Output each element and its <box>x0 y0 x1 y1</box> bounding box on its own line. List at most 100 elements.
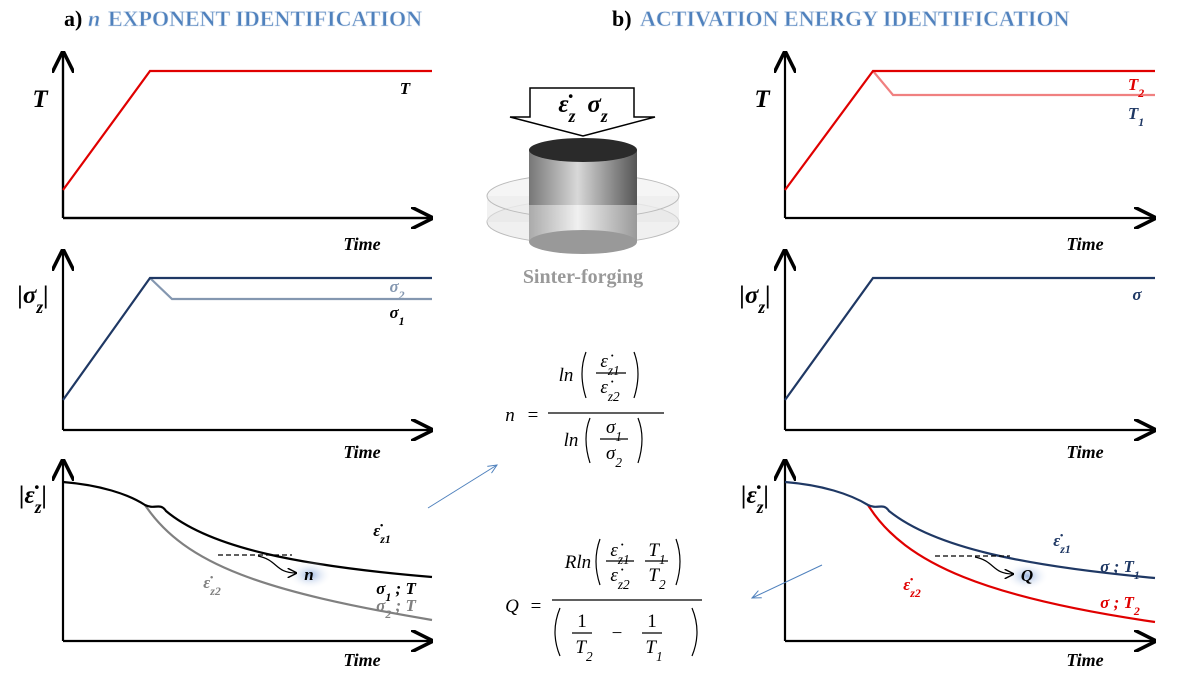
formula-shapes <box>548 351 702 657</box>
subscript: 2 <box>1133 604 1140 618</box>
text: Time <box>343 650 380 670</box>
text: n <box>304 565 313 584</box>
glow <box>288 561 332 589</box>
text: σ <box>587 91 602 118</box>
rate-curve-1 <box>784 480 1156 580</box>
text: σ <box>606 443 616 464</box>
text: = <box>531 596 542 617</box>
text: σ ; T <box>1100 593 1134 612</box>
label: |ε̇z| <box>19 482 47 517</box>
rate-curve-2 <box>867 504 1156 624</box>
subscript: 1 <box>399 314 405 328</box>
label: ln <box>564 430 579 451</box>
text: ε̇ <box>903 575 913 594</box>
label: σ1 <box>606 417 622 444</box>
subscript: 1 <box>659 552 666 567</box>
text: Time <box>1066 234 1103 254</box>
label: T1 <box>648 540 665 567</box>
label: |σz| <box>739 282 770 317</box>
label: n <box>505 405 515 426</box>
text: ; T <box>391 579 416 598</box>
label: 1 <box>577 611 587 632</box>
subscript: z2 <box>607 389 620 404</box>
text: a) <box>64 6 82 31</box>
label: ε̇z2 <box>600 377 620 404</box>
label: Q <box>505 596 519 617</box>
text: ln <box>564 430 579 451</box>
text: Time <box>343 234 380 254</box>
label: T2 <box>1128 75 1144 100</box>
label: Time <box>343 234 380 254</box>
label: σ1 ; T <box>376 579 416 604</box>
label: ε̇z1 <box>610 540 629 567</box>
label: Time <box>1066 650 1103 670</box>
text: 1 <box>577 611 587 632</box>
subscript: 1 <box>385 590 391 604</box>
text: |ε̇ <box>19 482 39 509</box>
label: σ2 ; T <box>376 596 416 621</box>
subscript: 1 <box>1138 115 1144 129</box>
text: n <box>505 405 515 426</box>
text: T <box>400 79 411 98</box>
sample <box>486 87 680 254</box>
subscript: z1 <box>379 532 391 546</box>
text: |ε̇ <box>741 482 761 509</box>
label: Time <box>1066 442 1103 462</box>
text: | <box>764 482 770 509</box>
label: a) <box>64 6 82 31</box>
label: Time <box>343 650 380 670</box>
link-arrow <box>427 465 497 509</box>
label: Time <box>343 442 380 462</box>
cylinder-top <box>529 138 637 162</box>
subscript: 2 <box>384 607 391 621</box>
label: ε̇z2 <box>203 573 221 598</box>
label: Q <box>1021 566 1033 585</box>
subscript: 2 <box>586 649 593 664</box>
text: T <box>645 637 657 658</box>
load-arrow <box>509 87 656 137</box>
text: σ <box>389 303 399 322</box>
text: T <box>32 86 49 113</box>
text: T <box>575 637 587 658</box>
label: T <box>754 86 771 113</box>
text: σ <box>1132 285 1142 304</box>
subscript: z2 <box>617 577 630 592</box>
label: − <box>612 623 623 644</box>
temperature-curve-1 <box>872 70 1155 97</box>
arrow <box>974 556 1013 574</box>
text: = <box>528 405 539 426</box>
glow <box>1005 562 1049 590</box>
subscript: z1 <box>607 363 620 378</box>
label: Sinter-forging <box>523 266 643 288</box>
subscript: 2 <box>659 577 666 592</box>
subscript: z2 <box>909 586 921 600</box>
text: ε̇ <box>203 573 213 592</box>
label: EXPONENT IDENTIFICATION <box>108 6 422 31</box>
text: T <box>648 565 660 586</box>
temperature-curve-2 <box>784 69 1155 191</box>
text: | <box>42 482 48 509</box>
axes <box>61 52 432 220</box>
label: T2 <box>648 565 666 592</box>
text: σ <box>389 277 399 296</box>
label: ln <box>559 365 574 386</box>
text: Time <box>1066 650 1103 670</box>
stress-curve-1 <box>62 276 432 401</box>
label: ε̇z2 <box>903 575 921 600</box>
label: Rln <box>564 552 591 573</box>
subscript: 2 <box>615 455 622 470</box>
text: b) <box>612 6 632 31</box>
label: T2 <box>575 637 593 664</box>
label: n <box>88 6 100 31</box>
subscript: 1 <box>656 649 663 664</box>
link-arrow <box>752 564 823 598</box>
label: σ1 <box>389 303 404 328</box>
label: |ε̇z| <box>741 482 769 517</box>
subscript: z <box>756 497 764 517</box>
text: σ <box>376 596 386 615</box>
label: T1 <box>645 637 662 664</box>
label: T1 <box>1128 104 1144 129</box>
text: |σ <box>17 282 38 309</box>
text: ACTIVATION ENERGY IDENTIFICATION <box>640 6 1070 31</box>
